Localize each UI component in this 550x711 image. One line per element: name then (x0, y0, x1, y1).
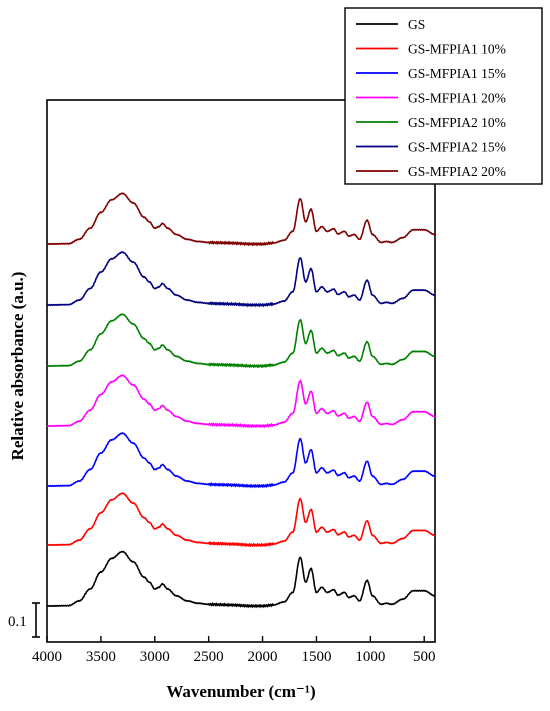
series-line-4 (46, 313, 436, 369)
series-layer (46, 192, 436, 609)
x-tick-label-7: 500 (413, 649, 436, 665)
x-tick-label-2: 3000 (140, 649, 170, 665)
scale-bar: 0.1 (8, 602, 40, 638)
legend-label-6: GS-MFPIA2 20% (408, 164, 506, 179)
x-tick-label-0: 4000 (32, 649, 62, 665)
legend-label-1: GS-MFPIA1 10% (408, 42, 506, 57)
x-tick-label-4: 2000 (248, 649, 278, 665)
legend-label-0: GS (408, 17, 425, 32)
series-line-6 (46, 192, 436, 247)
legend-label-2: GS-MFPIA1 15% (408, 66, 506, 81)
legend-label-4: GS-MFPIA2 10% (408, 115, 506, 130)
series-line-2 (46, 432, 436, 489)
legend: GS GS-MFPIA1 10% GS-MFPIA1 15% GS-MFPIA1 20… (344, 7, 543, 185)
plot-frame (46, 99, 436, 643)
series-line-0 (46, 550, 436, 609)
x-axis-title: Wavenumber (cm⁻¹) (166, 682, 315, 701)
legend-entries: GS GS-MFPIA1 10% GS-MFPIA1 15% GS-MFPIA1 20… (356, 17, 506, 179)
series-line-1 (46, 492, 436, 548)
x-tick-label-5: 1500 (301, 649, 331, 665)
series-line-3 (46, 374, 436, 429)
legend-label-5: GS-MFPIA2 15% (408, 140, 506, 155)
y-axis-title: Relative absorbance (a.u.) (8, 272, 27, 461)
x-tick-layer: 4000 3500 3000 2500 2000 1500 1000 500 (32, 636, 435, 665)
x-tick-label-6: 1000 (355, 649, 385, 665)
x-tick-label-3: 2500 (194, 649, 224, 665)
scale-bar-label: 0.1 (8, 614, 27, 630)
series-line-5 (46, 251, 436, 308)
x-tick-label-1: 3500 (86, 649, 116, 665)
legend-label-3: GS-MFPIA1 20% (408, 91, 506, 106)
legend-box (344, 7, 543, 185)
